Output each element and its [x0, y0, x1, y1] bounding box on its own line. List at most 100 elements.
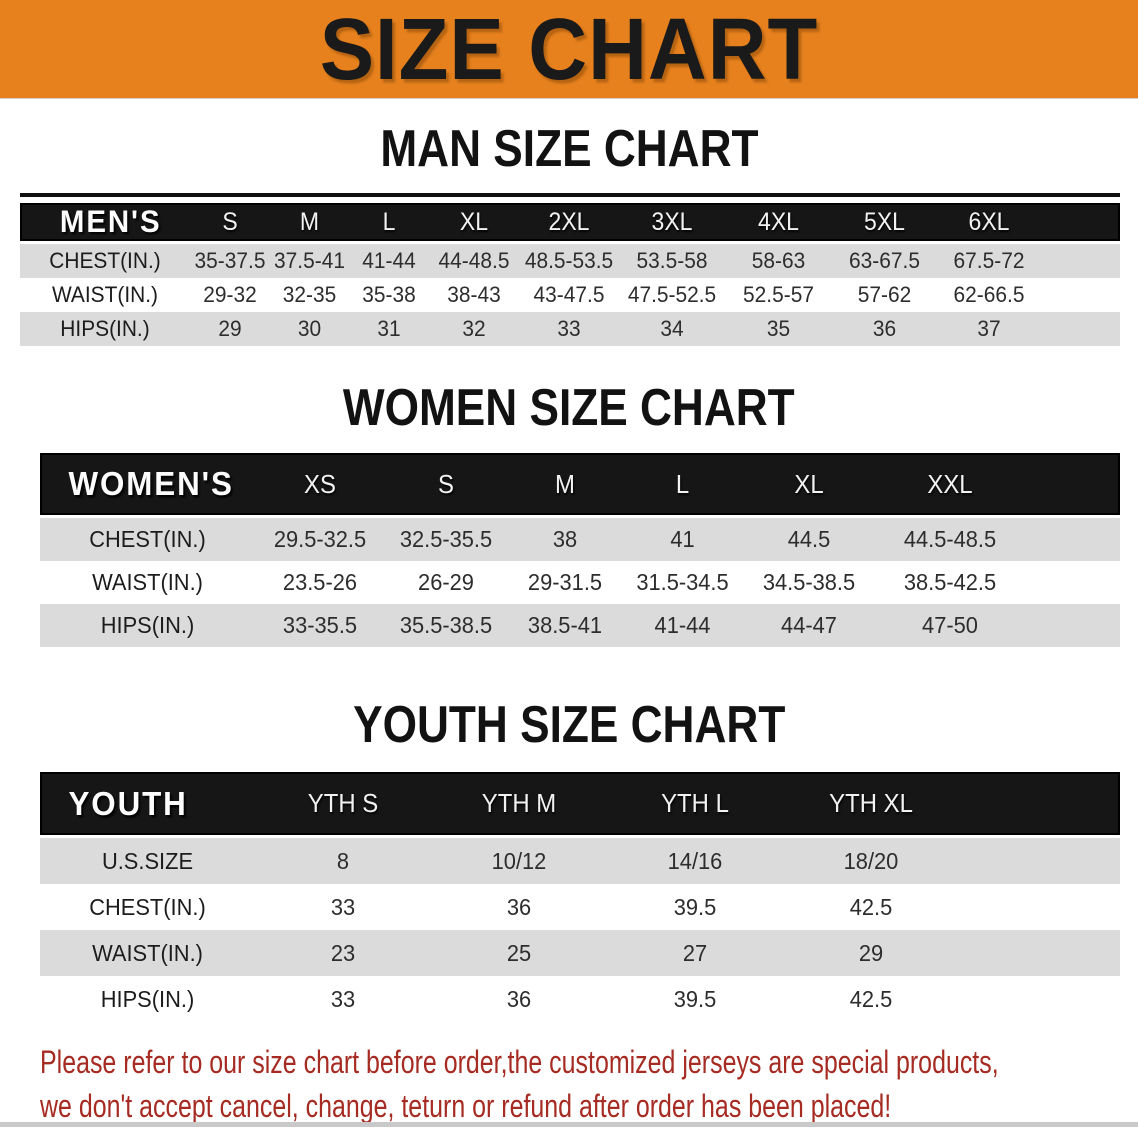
size-cell: 26-29: [418, 569, 474, 595]
size-cell: 47.5-52.5: [627, 282, 717, 307]
size-cell: 29.5-32.5: [273, 526, 367, 552]
size-cell: 10/12: [491, 847, 547, 874]
disclaimer-line-1: Please refer to our size chart before or…: [40, 1044, 999, 1080]
size-cell: 8: [336, 847, 350, 874]
women-size-chart-title: WOMEN SIZE CHART: [0, 382, 1138, 434]
row-label: CHEST(IN.): [89, 893, 206, 920]
size-cell: 38: [552, 526, 578, 552]
size-cell: 18/20: [843, 847, 899, 874]
column-header: YTH L: [661, 788, 729, 818]
row-label: U.S.SIZE: [101, 847, 194, 874]
mens-size-table: MEN'S S M L XL 2XL 3XL 4XL 5XL 6XL CHEST…: [20, 193, 1120, 346]
table-row-waist: WAIST(IN.) 23.5-26 26-29 29-31.5 31.5-34…: [40, 561, 1120, 604]
size-cell: 41: [670, 526, 695, 552]
size-cell: 58-63: [751, 248, 806, 273]
row-label: HIPS(IN.): [60, 316, 150, 341]
size-cell: 33: [557, 316, 581, 341]
size-cell: 35: [766, 316, 791, 341]
column-header: M: [555, 468, 575, 499]
size-cell: 27: [682, 939, 708, 966]
size-cell: 34: [660, 316, 684, 341]
size-cell: 38.5-41: [527, 612, 603, 638]
womens-table-header-row: WOMEN'S XS S M L XL XXL: [40, 453, 1120, 515]
size-cell: 23.5-26: [282, 569, 358, 595]
man-size-chart-title: MAN SIZE CHART: [0, 120, 1138, 178]
size-cell: 33: [330, 893, 356, 920]
youth-header-label: YOUTH: [68, 784, 188, 822]
column-header: 5XL: [864, 207, 905, 236]
size-cell: 39.5: [673, 893, 717, 920]
size-cell: 36: [506, 893, 532, 920]
size-cell: 63-67.5: [849, 248, 920, 273]
size-cell: 48.5-53.5: [524, 248, 614, 273]
row-label: WAIST(IN.): [92, 939, 203, 966]
column-header: 4XL: [758, 207, 799, 236]
column-header: 6XL: [968, 207, 1010, 236]
row-label: CHEST(IN.): [49, 248, 161, 273]
womens-size-table: WOMEN'S XS S M L XL XXL CHEST(IN.) 29.5-…: [40, 453, 1120, 647]
bottom-edge-rule: [0, 1122, 1138, 1127]
row-label: WAIST(IN.): [92, 569, 203, 595]
size-cell: 41-44: [362, 248, 416, 273]
table-row-us-size: U.S.SIZE 8 10/12 14/16 18/20: [40, 838, 1120, 884]
size-cell: 36: [872, 316, 897, 341]
column-header: L: [382, 207, 396, 236]
size-cell: 47-50: [922, 612, 978, 638]
size-cell: 31.5-34.5: [636, 569, 729, 595]
size-cell: 39.5: [673, 985, 717, 1012]
column-header: XXL: [927, 468, 973, 499]
disclaimer-line-2: we don't accept cancel, change, teturn o…: [40, 1088, 892, 1124]
table-row-chest: CHEST(IN.) 35-37.5 37.5-41 41-44 44-48.5…: [20, 244, 1120, 278]
size-cell: 35.5-38.5: [399, 612, 493, 638]
size-cell: 29: [858, 939, 884, 966]
womens-header-label: WOMEN'S: [68, 464, 234, 503]
size-cell: 44.5-48.5: [903, 526, 997, 552]
table-row-chest: CHEST(IN.) 29.5-32.5 32.5-35.5 38 41 44.…: [40, 518, 1120, 561]
column-header: L: [675, 468, 690, 499]
column-header: XL: [459, 207, 489, 236]
table-row-hips: HIPS(IN.) 29 30 31 32 33 34 35 36 37: [20, 312, 1120, 346]
table-row-hips: HIPS(IN.) 33 36 39.5 42.5: [40, 976, 1120, 1022]
row-label: HIPS(IN.): [100, 612, 195, 638]
size-cell: 33: [330, 985, 356, 1012]
size-cell: 38-43: [447, 282, 501, 307]
size-cell: 29: [218, 316, 242, 341]
size-cell: 14/16: [667, 847, 723, 874]
size-cell: 32: [462, 316, 486, 341]
column-header: XL: [794, 468, 824, 499]
size-cell: 29-31.5: [527, 569, 603, 595]
size-cell: 41-44: [654, 612, 711, 638]
size-cell: 35-38: [362, 282, 416, 307]
row-label: CHEST(IN.): [89, 526, 206, 552]
man-size-chart-title-text: MAN SIZE CHART: [379, 120, 759, 178]
column-header: S: [222, 207, 238, 236]
page-title: SIZE CHART: [319, 0, 819, 98]
column-header: 3XL: [651, 207, 693, 236]
size-cell: 44-48.5: [438, 248, 510, 273]
size-cell: 57-62: [857, 282, 912, 307]
size-cell: 33-35.5: [282, 612, 358, 638]
youth-size-table: YOUTH YTH S YTH M YTH L YTH XL U.S.SIZE …: [40, 772, 1120, 1022]
column-header: 2XL: [548, 207, 590, 236]
mens-table-header-row: MEN'S S M L XL 2XL 3XL 4XL 5XL 6XL: [20, 203, 1120, 241]
size-cell: 34.5-38.5: [762, 569, 856, 595]
size-cell: 53.5-58: [636, 248, 708, 273]
size-cell: 37.5-41: [274, 248, 345, 273]
size-cell: 23: [330, 939, 356, 966]
column-header: YTH S: [307, 788, 379, 818]
size-cell: 42.5: [849, 893, 893, 920]
column-header: S: [438, 468, 454, 499]
size-cell: 31: [377, 316, 401, 341]
size-cell: 42.5: [849, 985, 893, 1012]
column-header: YTH M: [481, 788, 557, 818]
size-cell: 52.5-57: [743, 282, 814, 307]
size-cell: 43-47.5: [533, 282, 605, 307]
table-row-chest: CHEST(IN.) 33 36 39.5 42.5: [40, 884, 1120, 930]
column-header: M: [299, 207, 320, 236]
size-cell: 32-35: [282, 282, 337, 307]
disclaimer-text: Please refer to our size chart before or…: [40, 1040, 1138, 1128]
mens-header-label: MEN'S: [59, 203, 162, 240]
size-cell: 67.5-72: [953, 248, 1025, 273]
mens-table-top-rule: [20, 193, 1120, 197]
size-cell: 35-37.5: [194, 248, 266, 273]
